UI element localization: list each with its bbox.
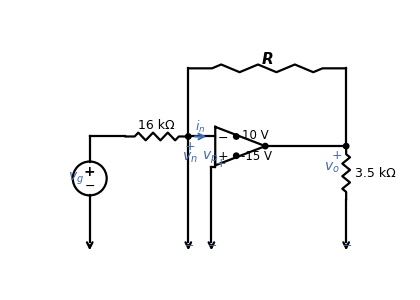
Text: -15 V: -15 V	[241, 150, 272, 163]
Text: +: +	[84, 165, 96, 179]
Text: $-$: $-$	[207, 239, 217, 249]
Circle shape	[262, 143, 268, 149]
Text: $v_g$: $v_g$	[68, 170, 84, 187]
Text: $v_o$: $v_o$	[324, 160, 340, 175]
Circle shape	[234, 153, 239, 158]
Text: +: +	[332, 149, 342, 162]
Text: $+$: $+$	[217, 150, 228, 163]
Text: R: R	[261, 52, 273, 67]
Circle shape	[344, 143, 349, 149]
Text: $-$: $-$	[84, 179, 95, 192]
Text: +: +	[184, 140, 195, 153]
Circle shape	[186, 134, 191, 139]
Text: $i_n$: $i_n$	[195, 118, 206, 134]
Text: 16 kΩ: 16 kΩ	[139, 119, 175, 132]
Text: $-$: $-$	[184, 239, 194, 249]
Text: 10 V: 10 V	[242, 129, 269, 142]
Text: 3.5 kΩ: 3.5 kΩ	[355, 167, 396, 180]
Text: $v_p$: $v_p$	[202, 150, 218, 166]
Text: $-$: $-$	[218, 131, 228, 144]
Circle shape	[234, 134, 239, 139]
Text: $-$: $-$	[342, 239, 352, 249]
Text: $v_n$: $v_n$	[182, 151, 198, 165]
Text: +: +	[216, 157, 227, 170]
